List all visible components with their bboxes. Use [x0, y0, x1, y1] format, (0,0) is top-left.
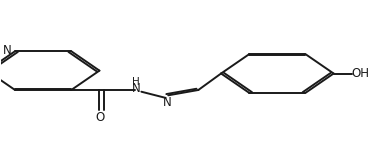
Text: N: N [163, 96, 172, 110]
Text: H: H [132, 77, 140, 87]
Text: OH: OH [352, 67, 370, 80]
Text: N: N [3, 44, 12, 57]
Text: O: O [96, 111, 105, 124]
Text: N: N [132, 82, 140, 95]
